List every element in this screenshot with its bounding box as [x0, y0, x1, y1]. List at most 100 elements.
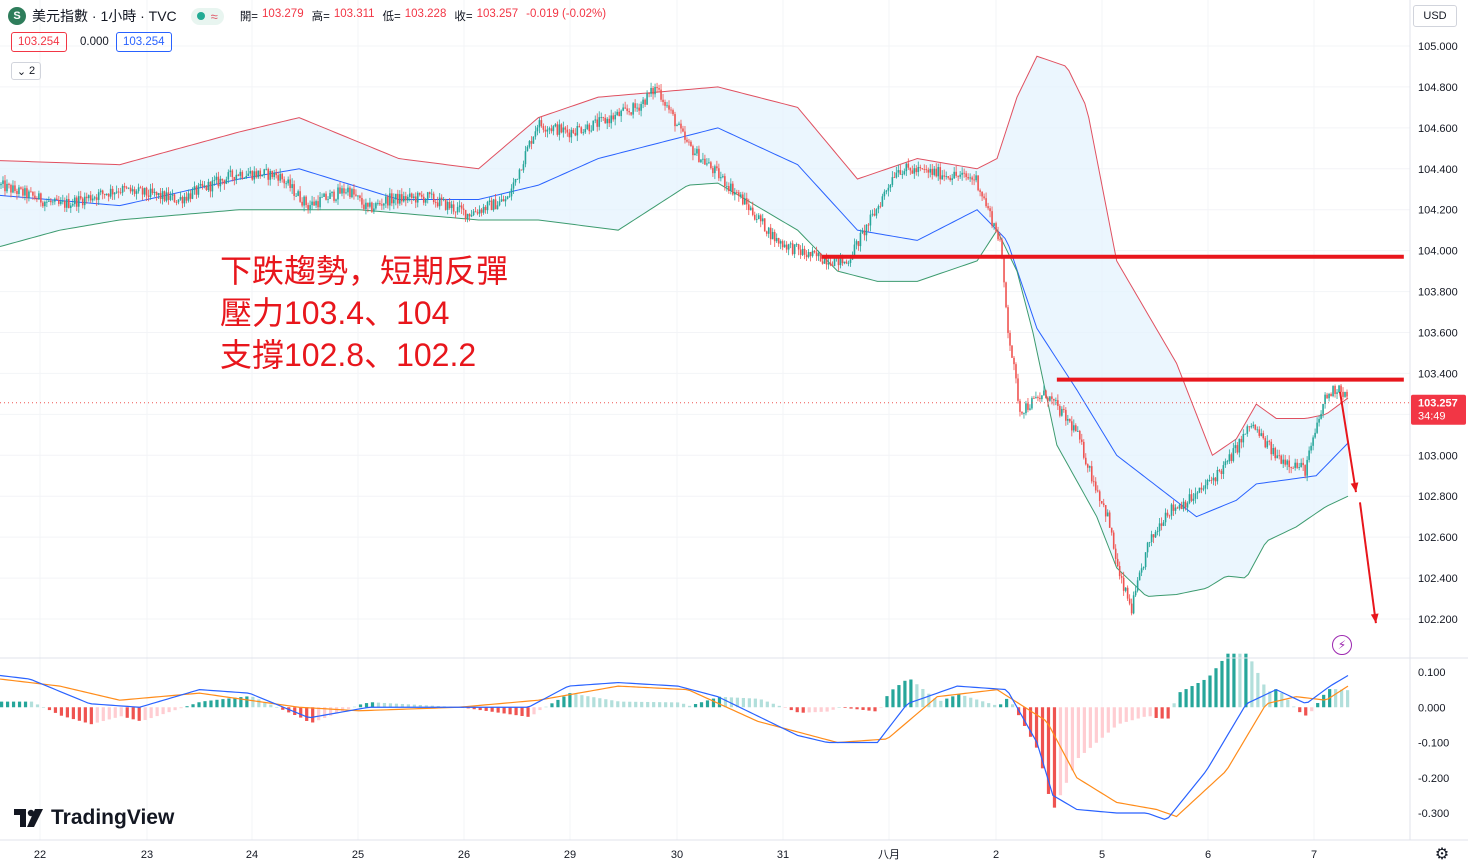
candle-body	[821, 261, 824, 264]
candle-body	[660, 89, 662, 100]
currency-button[interactable]: USD	[1413, 5, 1457, 27]
macd-histogram-bar	[478, 707, 482, 711]
candle-body	[1178, 504, 1181, 509]
candle-body	[1200, 487, 1203, 490]
candle-body	[432, 193, 435, 203]
candle-body	[1120, 576, 1123, 578]
candle-body	[349, 187, 351, 198]
candle-body	[873, 213, 876, 216]
candle-body	[694, 153, 696, 156]
macd-histogram-bar	[1292, 706, 1296, 708]
candle-body	[865, 224, 868, 236]
macd-histogram-bar	[1238, 653, 1242, 708]
candle-body	[765, 231, 768, 234]
candle-body	[706, 163, 708, 165]
down-arrow-head	[1370, 613, 1379, 624]
candle-body	[343, 188, 345, 194]
candle-body	[472, 211, 475, 216]
macd-histogram-bar	[418, 704, 422, 708]
macd-histogram-bar	[490, 707, 494, 712]
candle-body	[1110, 527, 1113, 533]
candle-body	[458, 205, 461, 208]
candle-body	[728, 186, 730, 192]
candle-body	[1300, 462, 1302, 467]
indicators-collapse-button[interactable]: ⌄ 2	[11, 62, 41, 80]
macd-histogram-bar	[975, 699, 979, 708]
candle-body	[133, 189, 136, 194]
annotation-resistance: 壓力103.4、104	[220, 295, 450, 331]
symbol-title[interactable]: 美元指數 · 1小時 · TVC	[32, 8, 177, 24]
macd-histogram-bar	[675, 702, 680, 708]
candle-body	[1316, 422, 1318, 433]
macd-histogram-bar	[855, 707, 859, 710]
macd-histogram-bar	[299, 707, 303, 718]
macd-histogram-bar	[1052, 707, 1057, 808]
symbol-logo-icon[interactable]: S	[8, 7, 26, 25]
candle-body	[1094, 481, 1097, 491]
macd-histogram-bar	[161, 707, 165, 715]
buy-price-button[interactable]: 103.254	[116, 32, 172, 52]
macd-histogram-bar	[1214, 668, 1218, 708]
candle-body	[883, 191, 886, 197]
candle-body	[1096, 490, 1099, 492]
candle-body	[1061, 408, 1063, 416]
candle-body	[690, 141, 692, 147]
candle-body	[895, 172, 898, 178]
macd-histogram-bar	[137, 707, 141, 721]
candle-body	[1146, 542, 1149, 553]
macd-histogram-bar	[5, 701, 10, 708]
macd-histogram-bar	[586, 696, 590, 708]
candle-body	[1047, 397, 1049, 401]
candle-body	[734, 192, 736, 195]
candle-body	[755, 219, 758, 220]
candle-body	[403, 196, 405, 202]
candle-body	[115, 191, 118, 193]
macd-histogram-bar	[999, 704, 1003, 708]
sell-price-button[interactable]: 103.254	[11, 32, 67, 52]
macd-histogram-bar	[281, 707, 285, 710]
macd-histogram-bar	[263, 702, 267, 708]
tradingview-logo[interactable]: TradingView	[14, 806, 174, 830]
candle-body	[155, 191, 158, 195]
candle-body	[117, 191, 120, 193]
candle-body	[8, 183, 10, 185]
candle-body	[153, 191, 156, 193]
candle-body	[1170, 504, 1173, 516]
candle-body	[1168, 515, 1171, 517]
candle-body	[576, 126, 579, 136]
macd-histogram-bar	[1112, 707, 1116, 728]
candle-body	[849, 259, 852, 263]
candle-body	[1218, 469, 1221, 471]
candle-body	[827, 262, 830, 265]
candle-body	[167, 192, 170, 200]
lightning-icon[interactable]: ⚡	[1332, 635, 1352, 655]
candle-body	[1031, 398, 1033, 409]
candle-body	[702, 158, 704, 160]
candle-body	[514, 179, 517, 183]
candle-body	[1009, 332, 1011, 346]
candle-body	[203, 185, 206, 187]
macd-histogram-bar	[1298, 707, 1302, 713]
candle-body	[1150, 534, 1153, 543]
candle-body	[1226, 461, 1229, 463]
macd-histogram-bar	[251, 696, 255, 708]
candle-body	[584, 129, 587, 133]
price-tick-label: 102.400	[1418, 573, 1458, 585]
macd-histogram-bar	[149, 707, 153, 719]
candle-body	[500, 199, 503, 202]
candle-body	[905, 163, 908, 172]
candle-body	[219, 178, 222, 187]
candle-body	[708, 162, 710, 164]
gear-icon[interactable]: ⚙	[1434, 846, 1450, 863]
candle-body	[861, 230, 864, 233]
market-status[interactable]: ≈	[190, 7, 224, 25]
macd-tick-label: -0.100	[1418, 738, 1449, 750]
macd-histogram-bar	[1196, 682, 1200, 708]
candle-body	[548, 128, 551, 130]
candle-body	[534, 131, 537, 137]
analysis-annotation: 下跌趨勢，短期反彈 壓力103.4、104 支撐102.8、102.2	[220, 250, 508, 376]
macd-histogram-bar	[424, 705, 428, 708]
candle-body	[273, 172, 275, 178]
macd-histogram-bar	[197, 702, 201, 708]
